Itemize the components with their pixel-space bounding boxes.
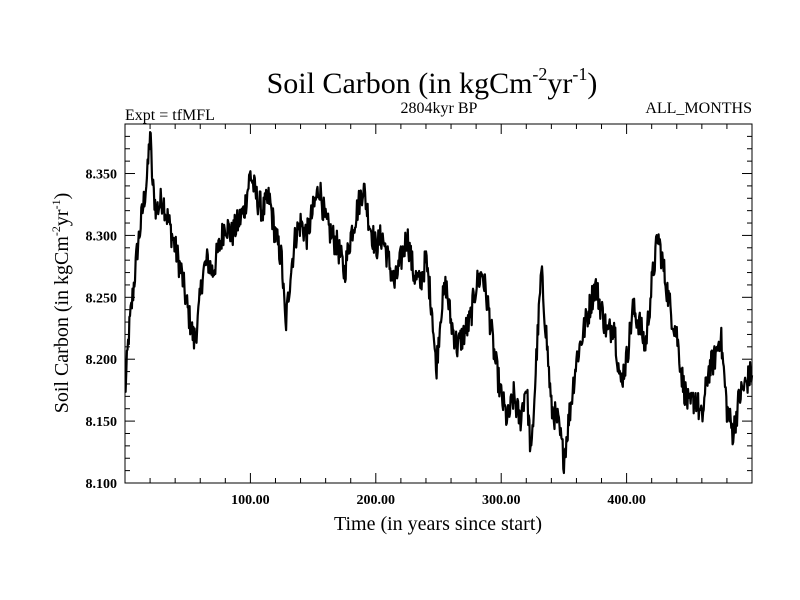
y-tick-label: 8.200 [86, 353, 118, 368]
plot-frame [124, 123, 753, 484]
y-tick-label: 8.100 [86, 477, 118, 492]
y-axis-ticks [125, 123, 752, 484]
y-tick-label: 8.300 [86, 229, 118, 244]
y-tick-label: 8.250 [86, 291, 118, 306]
chart-title: Soil Carbon (in kgCm-2yr-1) [267, 64, 598, 100]
x-tick-label: 200.00 [357, 493, 396, 508]
x-tick-label: 400.00 [607, 493, 646, 508]
x-tick-label: 300.00 [482, 493, 521, 508]
soil-carbon-series-line [124, 131, 754, 475]
y-tick-label: 8.350 [86, 168, 118, 183]
x-axis-label: Time (in years since start) [334, 513, 542, 535]
x-tick-label: 100.00 [231, 493, 270, 508]
chart-title-group: Soil Carbon (in kgCm-2yr-1) [267, 64, 598, 100]
x-axis-ticks [124, 124, 753, 483]
experiment-label: Expt = tfMFL [125, 107, 215, 124]
y-axis-tick-labels: 8.100 8.150 8.200 8.250 8.300 8.350 [86, 168, 118, 492]
y-tick-label: 8.150 [86, 415, 118, 430]
y-axis-label: Soil Carbon (in kgCm-2yr-1) [49, 193, 73, 414]
period-label: 2804kyr BP [401, 100, 478, 117]
x-axis-tick-labels: 100.00 200.00 300.00 400.00 [231, 493, 646, 508]
months-label: ALL_MONTHS [645, 100, 752, 117]
